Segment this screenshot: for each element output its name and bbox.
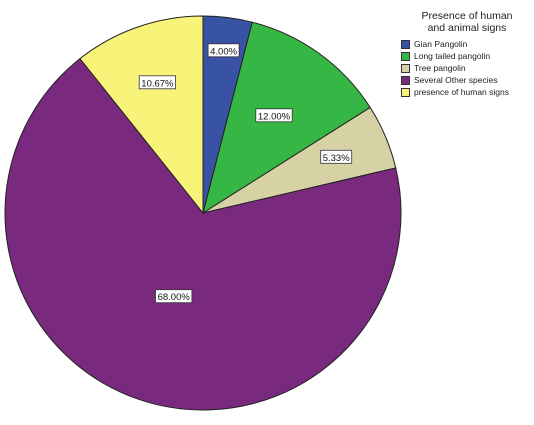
data-label-text: 68.00%: [158, 292, 191, 303]
legend-label: Tree pangolin: [414, 63, 466, 73]
data-label-box: [320, 149, 353, 164]
legend-swatch: [401, 75, 410, 85]
legend-swatch: [401, 51, 410, 61]
legend-title-line-2: and animal signs: [427, 22, 507, 34]
legend-label: Gian Pangolin: [414, 39, 468, 49]
legend: Presence of human and animal signs Gian …: [398, 10, 530, 98]
data-label: 10.67%: [138, 75, 176, 90]
pie-data-labels: 4.00% 12.00% 5.33% 68.00% 10.67%: [138, 43, 353, 304]
legend-swatch: [401, 87, 410, 97]
pie-slice-several-other-species: [4, 57, 402, 411]
legend-item-several-other-species: Several Other species: [401, 74, 530, 86]
legend-item-gian-pangolin: Gian Pangolin: [401, 38, 530, 50]
data-label: 68.00%: [155, 289, 193, 304]
legend-item-long-tailed-pangolin: Long tailed pangolin: [401, 50, 530, 62]
pie-slice-presence-of-human-signs: [79, 15, 204, 215]
legend-label: Several Other species: [414, 75, 498, 85]
legend-title: Presence of human and animal signs: [398, 10, 530, 34]
legend-title-line-1: Presence of human: [421, 10, 513, 22]
data-label: 5.33%: [320, 149, 353, 164]
legend-label: presence of human signs: [414, 87, 509, 97]
legend-item-presence-of-human-signs: presence of human signs: [401, 86, 530, 98]
legend-item-tree-pangolin: Tree pangolin: [401, 62, 530, 74]
data-label-box: [207, 43, 240, 58]
data-label-text: 12.00%: [258, 111, 291, 122]
legend-swatch: [401, 63, 410, 73]
pie-slices: [4, 15, 402, 411]
data-label-text: 5.33%: [323, 153, 350, 164]
data-label-box: [255, 108, 293, 123]
data-label-box: [155, 289, 193, 304]
legend-label: Long tailed pangolin: [414, 51, 491, 61]
data-label-box: [138, 75, 176, 90]
data-label: 12.00%: [255, 108, 293, 123]
data-label-text: 4.00%: [210, 46, 237, 57]
data-label: 4.00%: [207, 43, 240, 58]
legend-swatch: [401, 39, 410, 49]
data-label-text: 10.67%: [141, 78, 174, 89]
